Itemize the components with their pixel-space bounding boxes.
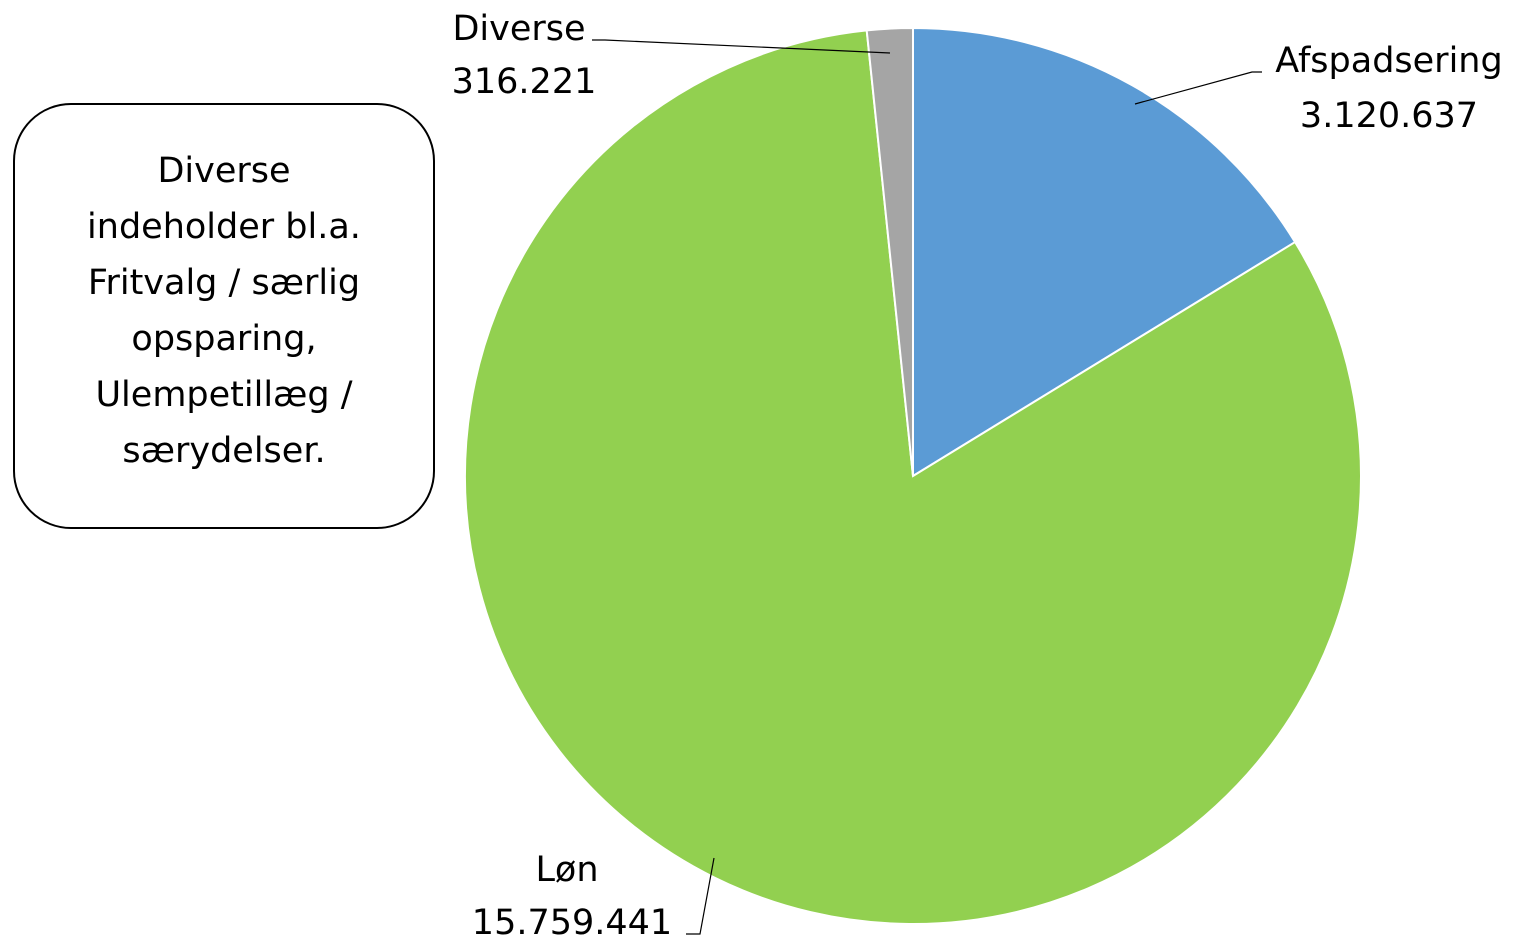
note-callout-box: Diverse indeholder bl.a. Fritvalg / særl… bbox=[13, 103, 435, 529]
slice-afspadsering bbox=[912, 26, 1297, 478]
label-afspadsering-name: Afspadsering bbox=[1275, 41, 1502, 81]
pie-slices bbox=[464, 26, 1362, 925]
leader-line-diverse bbox=[592, 39, 891, 54]
slice-lon bbox=[464, 29, 1362, 925]
label-lon-value: 15.759.441 bbox=[472, 903, 672, 942]
slice-diverse bbox=[865, 26, 914, 477]
leader-lines bbox=[592, 39, 1262, 935]
leader-line-lon bbox=[686, 857, 715, 935]
leader-line-afspadsering bbox=[1134, 71, 1262, 105]
label-afspadsering-value: 3.120.637 bbox=[1300, 96, 1478, 136]
label-lon-name: Løn bbox=[535, 850, 598, 890]
label-diverse-value: 316.221 bbox=[452, 62, 597, 102]
label-diverse-name: Diverse bbox=[452, 9, 585, 49]
note-text: Diverse indeholder bl.a. Fritvalg / særl… bbox=[87, 151, 361, 471]
